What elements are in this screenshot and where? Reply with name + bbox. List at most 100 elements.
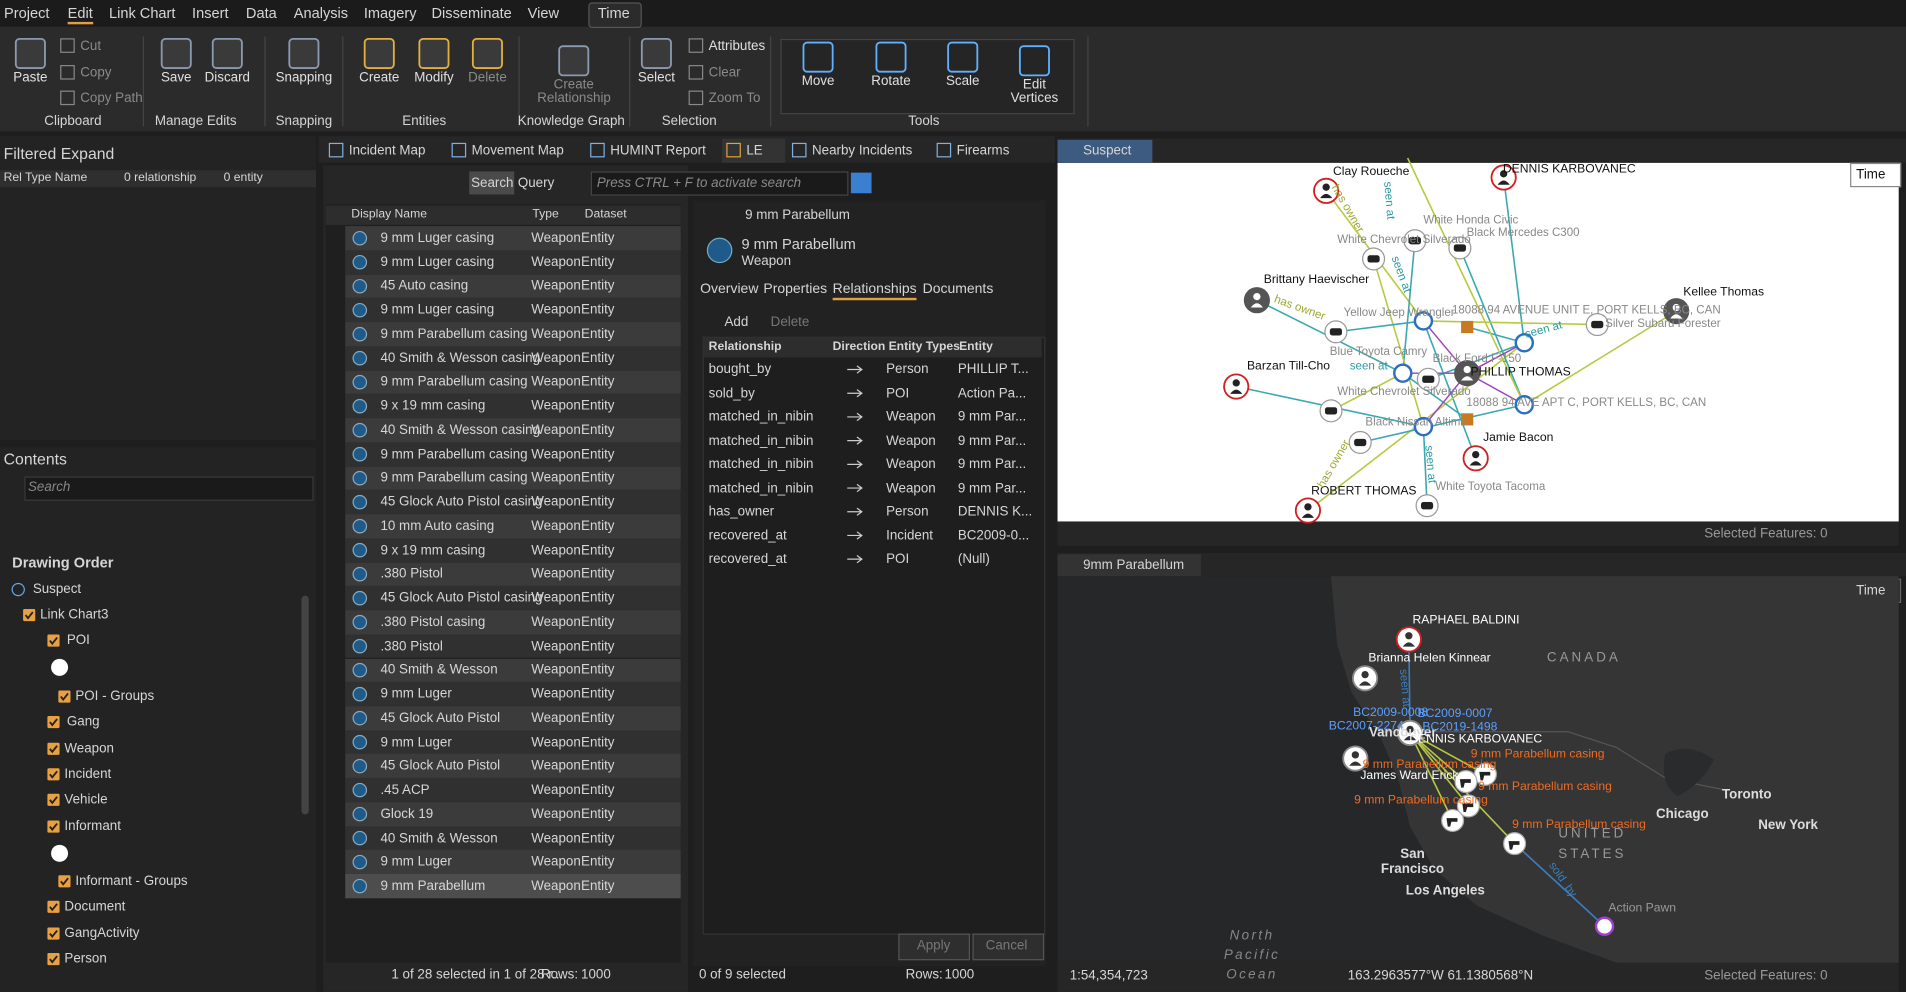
table-cell[interactable]: 9 mm Parabellum casing <box>380 374 528 390</box>
tree-item[interactable]: Informant <box>64 819 121 834</box>
informant-hub[interactable] <box>1413 311 1434 331</box>
ribbon-icon[interactable] <box>363 37 395 69</box>
table-cell[interactable]: 40 Smith & Wesson <box>380 830 498 846</box>
tree-item[interactable]: Suspect <box>32 582 82 597</box>
map-tab[interactable]: 9mm Parabellum <box>1083 557 1185 573</box>
ribbon-icon[interactable] <box>288 37 320 69</box>
tree-item[interactable]: Document <box>64 899 126 915</box>
ribbon-icon[interactable] <box>160 37 192 69</box>
ribbon-button[interactable]: Create <box>359 70 400 86</box>
table-cell[interactable]: Entity <box>581 494 615 510</box>
table-cell[interactable]: Entity <box>581 590 615 606</box>
table-cell[interactable]: Weapon <box>531 782 581 798</box>
relationship-cell[interactable]: has_owner <box>708 504 775 520</box>
menu-tab[interactable]: Insert <box>192 4 229 22</box>
table-cell[interactable]: .380 Pistol <box>380 638 443 654</box>
table-cell[interactable]: Entity <box>581 230 615 246</box>
ribbon-icon[interactable] <box>418 37 450 69</box>
table-cell[interactable]: Weapon <box>531 254 581 270</box>
ribbon-icon[interactable] <box>558 45 590 77</box>
relationship-cell[interactable]: recovered_at <box>708 551 787 567</box>
ribbon-button[interactable]: Copy Path <box>80 91 143 106</box>
view-tab[interactable]: Incident Map <box>348 143 426 159</box>
ribbon-button[interactable]: Attributes <box>708 38 766 54</box>
menu-tab[interactable]: Imagery <box>363 4 417 22</box>
run-search-button[interactable] <box>850 172 872 194</box>
table-cell[interactable]: Entity <box>581 614 615 630</box>
chart-tab[interactable]: Suspect <box>1083 143 1132 159</box>
table-cell[interactable]: Entity <box>581 782 615 798</box>
ribbon-button[interactable]: Rotate <box>871 74 911 89</box>
table-cell[interactable]: 45 Glock Auto Pistol <box>380 710 501 726</box>
table-cell[interactable]: Weapon <box>531 494 581 510</box>
tree-item[interactable]: GangActivity <box>64 926 140 941</box>
address-node[interactable] <box>1461 413 1474 426</box>
table-cell[interactable]: Entity <box>581 374 615 390</box>
tree-item[interactable]: Weapon <box>64 741 114 757</box>
table-cell[interactable]: .380 Pistol casing <box>380 614 486 630</box>
table-cell[interactable]: Weapon <box>531 614 581 630</box>
menu-tab[interactable]: Link Chart <box>108 4 176 22</box>
table-cell[interactable]: Entity <box>581 518 615 534</box>
tree-item[interactable]: Person <box>64 951 107 967</box>
table-cell[interactable]: Weapon <box>531 638 581 654</box>
ribbon-button[interactable]: Move <box>801 74 835 89</box>
table-cell[interactable]: 9 x 19 mm casing <box>380 398 486 414</box>
table-cell[interactable]: Entity <box>581 686 615 702</box>
table-cell[interactable]: .380 Pistol <box>380 566 443 582</box>
menu-tab[interactable]: Time <box>597 4 630 22</box>
ribbon-icon[interactable] <box>1018 45 1050 77</box>
cancel-button[interactable]: Cancel <box>985 938 1028 953</box>
table-cell[interactable]: 45 Glock Auto Pistol <box>380 758 501 774</box>
time-button[interactable]: Time <box>1856 167 1886 183</box>
table-cell[interactable]: Entity <box>581 326 615 342</box>
time-button[interactable]: Time <box>1856 583 1886 599</box>
view-tab[interactable]: Nearby Incidents <box>811 143 913 159</box>
table-cell[interactable]: Weapon <box>531 326 581 342</box>
apply-button[interactable]: Apply <box>916 938 951 953</box>
details-tab[interactable]: Relationships <box>832 281 917 301</box>
table-cell[interactable]: 9 mm Parabellum casing <box>380 326 528 342</box>
view-tab[interactable]: HUMINT Report <box>610 143 706 159</box>
table-cell[interactable]: 40 Smith & Wesson <box>380 662 498 678</box>
tree-item[interactable]: Link Chart3 <box>40 607 109 623</box>
details-tab[interactable]: Overview <box>700 282 759 297</box>
relationship-cell[interactable]: matched_in_nibin <box>708 433 814 448</box>
view-tab[interactable]: LE <box>746 143 763 159</box>
table-cell[interactable]: Weapon <box>531 590 581 606</box>
search-button[interactable]: Search <box>471 176 514 191</box>
ribbon-icon[interactable] <box>640 37 672 69</box>
ribbon-button[interactable]: Create Relationship <box>537 77 611 106</box>
ribbon-button[interactable]: Paste <box>13 70 48 86</box>
search-placeholder[interactable]: Search <box>27 480 71 495</box>
ribbon-button[interactable]: Cut <box>80 38 102 54</box>
menu-tab[interactable]: Disseminate <box>431 4 512 22</box>
table-cell[interactable]: Glock 19 <box>380 806 434 822</box>
delete-button[interactable]: Delete <box>770 314 810 330</box>
rows-value[interactable]: 1000 <box>944 967 975 983</box>
table-cell[interactable]: Entity <box>581 854 615 870</box>
table-cell[interactable]: Weapon <box>531 734 581 750</box>
menu-tab[interactable]: View <box>527 4 560 22</box>
table-cell[interactable]: 9 mm Parabellum casing <box>380 470 528 486</box>
ribbon-button[interactable]: Edit Vertices <box>1010 77 1059 106</box>
table-cell[interactable]: Weapon <box>531 230 581 246</box>
ribbon-button[interactable]: Modify <box>414 70 454 86</box>
table-cell[interactable]: .45 ACP <box>380 782 430 798</box>
table-cell[interactable]: Weapon <box>531 350 581 366</box>
address-node[interactable] <box>1461 320 1474 334</box>
table-cell[interactable]: 45 Auto casing <box>380 278 469 294</box>
tree-item[interactable]: POI - Groups <box>75 689 155 704</box>
table-cell[interactable]: 9 mm Luger casing <box>380 302 495 318</box>
table-cell[interactable]: Weapon <box>531 662 581 678</box>
table-cell[interactable]: Weapon <box>531 710 581 726</box>
table-cell[interactable]: Weapon <box>531 278 581 294</box>
table-cell[interactable]: Weapon <box>531 878 581 894</box>
table-cell[interactable]: Entity <box>581 446 615 462</box>
table-cell[interactable]: 9 mm Luger <box>380 854 452 870</box>
relationship-cell[interactable]: bought_by <box>708 362 772 377</box>
table-cell[interactable]: 9 x 19 mm casing <box>380 542 486 558</box>
table-cell[interactable]: Weapon <box>531 422 581 438</box>
table-cell[interactable]: Entity <box>581 758 615 774</box>
view-tab[interactable]: Firearms <box>956 143 1010 159</box>
